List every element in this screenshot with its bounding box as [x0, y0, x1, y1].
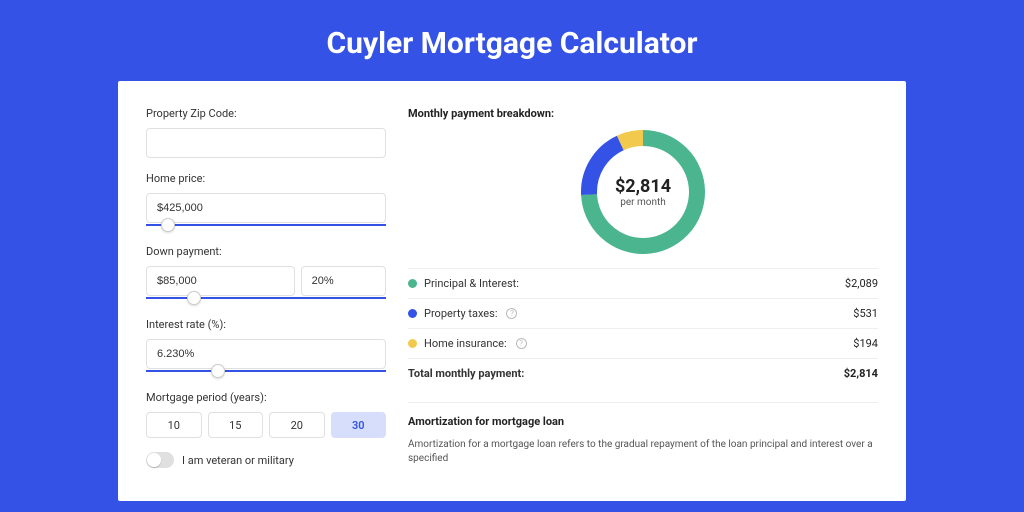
slider-thumb[interactable] [161, 218, 175, 232]
total-label: Total monthly payment: [408, 367, 524, 380]
donut-sub: per month [620, 197, 666, 208]
interest-input[interactable] [146, 339, 386, 369]
interest-slider[interactable] [146, 367, 386, 377]
home-price-input[interactable] [146, 193, 386, 223]
breakdown-value: $2,089 [845, 277, 878, 290]
breakdown-row-left: Home insurance:? [408, 337, 527, 350]
home-price-label: Home price: [146, 172, 386, 185]
zip-input[interactable] [146, 128, 386, 158]
veteran-toggle[interactable] [146, 452, 174, 468]
slider-thumb[interactable] [211, 364, 225, 378]
legend-dot [408, 339, 417, 348]
home-price-field-group: Home price: [146, 172, 386, 231]
breakdown-right-column: Monthly payment breakdown: $2,814 per mo… [408, 107, 878, 501]
home-price-slider[interactable] [146, 221, 386, 231]
breakdown-label: Property taxes: [424, 307, 497, 320]
veteran-toggle-row: I am veteran or military [146, 452, 386, 468]
down-payment-row [146, 266, 386, 296]
down-payment-field-group: Down payment: [146, 245, 386, 304]
donut-chart: $2,814 per month [581, 130, 705, 254]
interest-label: Interest rate (%): [146, 318, 386, 331]
breakdown-label: Home insurance: [424, 337, 507, 350]
breakdown-row: Property taxes:? $531 [408, 298, 878, 328]
zip-field-group: Property Zip Code: [146, 107, 386, 158]
veteran-toggle-label: I am veteran or military [182, 454, 294, 467]
donut-amount: $2,814 [615, 176, 671, 197]
slider-track [146, 370, 386, 372]
slider-track [146, 224, 386, 226]
page-title: Cuyler Mortgage Calculator [327, 26, 698, 61]
donut-center: $2,814 per month [581, 130, 705, 254]
legend-dot [408, 279, 417, 288]
down-payment-label: Down payment: [146, 245, 386, 258]
breakdown-row-left: Property taxes:? [408, 307, 517, 320]
amortization-title: Amortization for mortgage loan [408, 415, 878, 428]
down-payment-slider[interactable] [146, 294, 386, 304]
breakdown-row: Home insurance:? $194 [408, 328, 878, 358]
legend-dot [408, 309, 417, 318]
zip-label: Property Zip Code: [146, 107, 386, 120]
period-options-row: 10152030 [146, 412, 386, 438]
calculator-card: Property Zip Code: Home price: Down paym… [118, 81, 906, 501]
info-icon[interactable]: ? [516, 338, 527, 349]
period-option-20[interactable]: 20 [269, 412, 325, 438]
slider-track [146, 297, 386, 299]
total-row: Total monthly payment: $2,814 [408, 358, 878, 388]
period-option-15[interactable]: 15 [208, 412, 264, 438]
form-left-column: Property Zip Code: Home price: Down paym… [146, 107, 386, 501]
interest-field-group: Interest rate (%): [146, 318, 386, 377]
period-label: Mortgage period (years): [146, 391, 386, 404]
breakdown-value: $531 [853, 307, 878, 320]
amortization-box: Amortization for mortgage loan Amortizat… [408, 402, 878, 466]
breakdown-title: Monthly payment breakdown: [408, 107, 878, 120]
period-field-group: Mortgage period (years): 10152030 [146, 391, 386, 438]
down-payment-amount-input[interactable] [146, 266, 295, 296]
breakdown-row: Principal & Interest: $2,089 [408, 268, 878, 298]
down-payment-percent-input[interactable] [301, 266, 386, 296]
donut-wrap: $2,814 per month [408, 130, 878, 254]
breakdown-row-left: Principal & Interest: [408, 277, 519, 290]
amortization-text: Amortization for a mortgage loan refers … [408, 438, 878, 466]
period-option-30[interactable]: 30 [331, 412, 387, 438]
breakdown-rows: Principal & Interest: $2,089 Property taxe… [408, 268, 878, 358]
period-option-10[interactable]: 10 [146, 412, 202, 438]
info-icon[interactable]: ? [506, 308, 517, 319]
breakdown-label: Principal & Interest: [424, 277, 519, 290]
slider-thumb[interactable] [187, 291, 201, 305]
total-value: $2,814 [844, 367, 878, 380]
breakdown-value: $194 [853, 337, 878, 350]
page-root: Cuyler Mortgage Calculator Property Zip … [0, 0, 1024, 512]
